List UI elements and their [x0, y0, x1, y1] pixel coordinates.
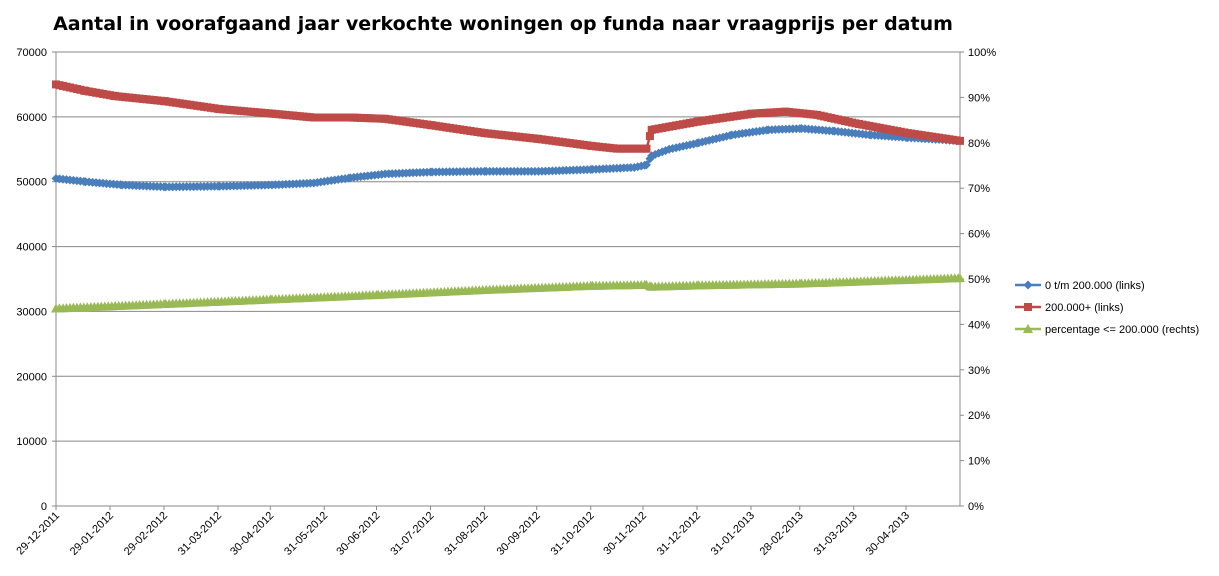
left-axis-ticks: 0 10000 20000 30000 40000 50000 60000 70000: [16, 47, 56, 513]
left-tick-label: 30000: [16, 306, 47, 318]
series-1: [52, 80, 964, 153]
left-tick-label: 20000: [16, 371, 47, 383]
series-2: [51, 273, 965, 313]
legend: 0 t/m 200.000 (links) 200.000+ (links) per…: [1015, 280, 1199, 336]
left-tick-label: 40000: [16, 242, 47, 254]
legend-marker: [1023, 280, 1033, 290]
series-0: [51, 124, 965, 192]
left-tick-label: 0: [41, 501, 47, 513]
series-1-marker: [956, 136, 964, 145]
right-tick-label: 100%: [968, 47, 996, 59]
left-tick-label: 50000: [16, 177, 47, 189]
right-tick-label: 40%: [968, 319, 990, 331]
legend-marker: [1023, 324, 1033, 333]
chart-title: Aantal in voorafgaand jaar verkochte won…: [53, 13, 953, 35]
legend-label: percentage <= 200.000 (rechts): [1045, 324, 1199, 336]
legend-label: 0 t/m 200.000 (links): [1045, 280, 1145, 292]
series-0-marker: [641, 160, 651, 170]
right-tick-label: 0%: [968, 501, 984, 513]
right-tick-label: 50%: [968, 274, 990, 286]
legend-label: 200.000+ (links): [1045, 302, 1124, 314]
right-tick-label: 30%: [968, 365, 990, 377]
left-tick-label: 10000: [16, 436, 47, 448]
right-tick-label: 70%: [968, 183, 990, 195]
right-tick-label: 10%: [968, 456, 990, 468]
series-2-marker: [955, 273, 965, 283]
right-tick-label: 60%: [968, 229, 990, 241]
series-1-marker: [642, 144, 651, 153]
series-1-marker: [645, 132, 654, 141]
plot-series: [51, 80, 965, 313]
left-tick-label: 60000: [16, 112, 47, 124]
right-tick-label: 20%: [968, 410, 990, 422]
right-tick-label: 90%: [968, 92, 990, 104]
right-axis-ticks: 0% 10% 20% 30% 40% 50% 60% 70% 80% 90% 100%: [960, 47, 996, 513]
legend-marker: [1024, 303, 1032, 311]
right-tick-label: 80%: [968, 138, 990, 150]
left-tick-label: 70000: [16, 47, 47, 59]
